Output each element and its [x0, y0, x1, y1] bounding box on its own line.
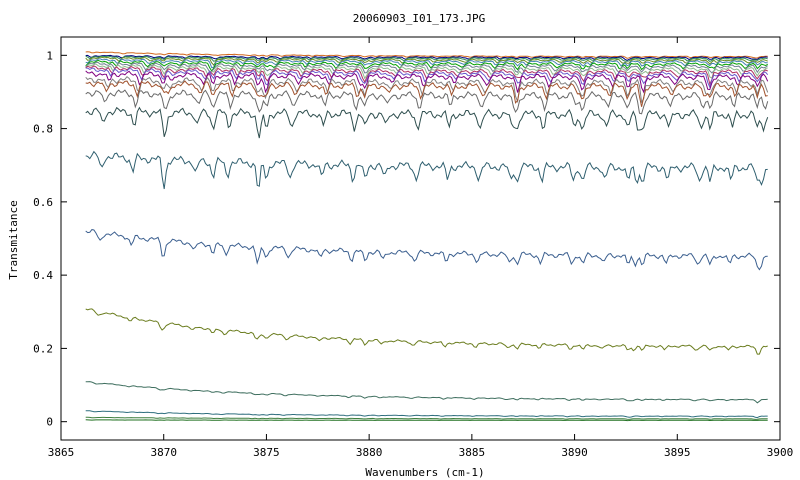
transmittance-series-line — [85, 229, 768, 271]
chart-title: 20060903_I01_173.JPG — [353, 12, 485, 25]
transmittance-series-line — [85, 54, 768, 61]
y-tick-label: 0.4 — [33, 269, 53, 282]
x-tick-label: 3865 — [48, 446, 75, 459]
plot-frame — [60, 36, 781, 441]
transmittance-series-line — [85, 150, 768, 190]
transmittance-series-line — [85, 89, 769, 115]
transmittance-series-line — [85, 80, 768, 107]
y-axis-title: Transmitance — [7, 200, 20, 279]
y-axis: 0 0.2 0.4 0.6 0.8 1 — [33, 49, 780, 429]
y-tick-label: 0.8 — [33, 123, 53, 136]
transmittance-series-line — [85, 59, 768, 72]
transmittance-series-line — [85, 56, 768, 66]
transmittance-series-line — [85, 70, 769, 94]
x-tick-label: 3900 — [767, 446, 794, 459]
transmittance-series-line — [85, 61, 769, 74]
transmittance-series-line — [85, 419, 768, 422]
x-tick-label: 3890 — [561, 446, 588, 459]
y-tick-label: 0.2 — [33, 342, 53, 355]
transmittance-series-line — [85, 51, 768, 59]
y-tick-label: 1 — [46, 49, 53, 62]
series-layer — [85, 51, 769, 422]
y-tick-label: 0.6 — [33, 196, 53, 209]
transmittance-series-line — [85, 63, 768, 80]
x-tick-label: 3870 — [150, 446, 177, 459]
transmittance-series-line — [85, 410, 768, 419]
x-axis: 3865 3870 3875 3880 3885 3890 3895 3900 — [48, 37, 794, 459]
y-tick-label: 0 — [46, 416, 53, 429]
x-tick-label: 3880 — [356, 446, 383, 459]
transmittance-series-line — [85, 416, 768, 420]
transmittance-series-line — [85, 55, 768, 62]
transmittance-series-line — [85, 106, 769, 139]
x-tick-label: 3895 — [664, 446, 691, 459]
transmittance-series-line — [85, 58, 768, 69]
x-tick-label: 3885 — [459, 446, 486, 459]
x-tick-label: 3875 — [253, 446, 280, 459]
x-axis-title: Wavenumbers (cm-1) — [365, 466, 484, 479]
transmittance-series-line — [85, 308, 768, 355]
transmittance-series-line — [85, 76, 769, 104]
transmittance-series-line — [85, 381, 768, 404]
